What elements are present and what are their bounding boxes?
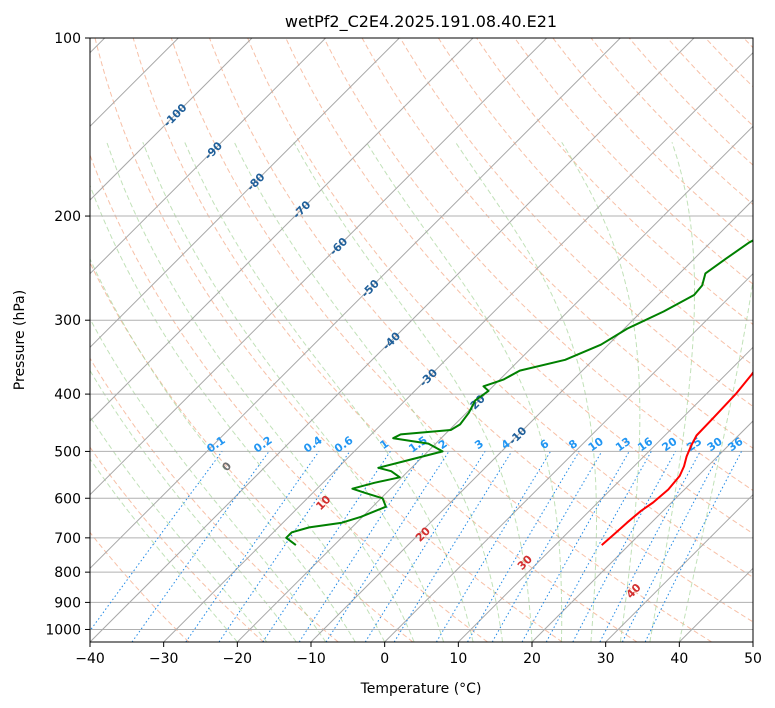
mixing-ratio-line <box>325 451 450 642</box>
dry-adiabat <box>399 38 753 408</box>
x-tick-label: −20 <box>223 651 253 667</box>
isotherm <box>90 38 400 349</box>
dry-adiabat <box>94 38 563 642</box>
plot-frame <box>89 37 754 643</box>
mixing-ratio-line <box>545 451 652 642</box>
isotherm <box>236 125 753 642</box>
mixing-ratio-line <box>185 451 320 642</box>
y-tick-label: 900 <box>54 595 81 611</box>
x-axis-ticks: −40 −30 −20 −10 0 10 20 30 40 50 <box>75 642 762 667</box>
dry-adiabat <box>590 38 753 206</box>
x-tick-label: −30 <box>149 651 179 667</box>
y-tick-label: 300 <box>54 313 81 329</box>
isotherm <box>90 38 621 570</box>
isotherm <box>531 420 753 642</box>
dry-adiabat <box>476 38 753 326</box>
dry-adiabat <box>552 38 753 245</box>
x-tick-label: 20 <box>523 651 541 667</box>
isotherm <box>605 493 753 642</box>
isotherm <box>90 38 474 422</box>
mixing-ratio-line <box>621 451 722 642</box>
dry-adiabat <box>437 38 753 366</box>
dry-adiabat <box>323 38 753 492</box>
isotherm <box>90 38 548 496</box>
y-tick-label: 800 <box>54 565 81 581</box>
y-tick-label: 1000 <box>45 622 81 638</box>
background-lines <box>90 38 753 642</box>
isotherm <box>90 38 327 275</box>
mixing-ratio-line <box>521 451 630 642</box>
y-tick-label: 600 <box>54 491 81 507</box>
x-tick-label: 30 <box>597 651 615 667</box>
isotherm <box>90 38 695 642</box>
y-tick-label: 500 <box>54 444 81 460</box>
dry-adiabat <box>170 38 712 642</box>
x-tick-label: −40 <box>75 651 105 667</box>
dewpoint-profile-line <box>285 239 753 546</box>
isotherm <box>384 272 753 642</box>
y-tick-label: 200 <box>54 209 81 225</box>
mixing-ratio-line <box>90 451 223 632</box>
y-tick-label: 700 <box>54 531 81 547</box>
mixing-ratio-line <box>393 451 513 642</box>
mixing-ratio-line <box>131 451 270 642</box>
mixing-ratio-line <box>572 451 676 642</box>
dry-adiabat <box>90 357 339 642</box>
dry-adiabat <box>247 38 753 578</box>
x-tick-label: 0 <box>380 651 389 667</box>
temperature-profile-line <box>601 370 753 546</box>
dry-adiabat <box>90 261 414 642</box>
mixing-ratio-line <box>218 451 351 642</box>
dry-adiabat <box>90 153 488 642</box>
profile-series <box>285 239 753 546</box>
y-axis-ticks: 100 200 300 400 500 600 700 800 900 1000 <box>45 31 90 638</box>
y-axis-label: Pressure (hPa) <box>12 290 28 390</box>
chart-title: wetPf2_C2E4.2025.191.08.40.E21 <box>285 12 557 32</box>
x-tick-label: 50 <box>744 651 762 667</box>
dry-adiabat <box>209 38 753 623</box>
dry-adiabat <box>90 531 190 642</box>
y-tick-label: 400 <box>54 387 81 403</box>
x-tick-label: 40 <box>670 651 688 667</box>
isotherm <box>163 51 753 642</box>
isotherm <box>310 199 753 642</box>
isotherm <box>90 38 253 201</box>
mixing-ratio-line <box>298 451 425 642</box>
isotherm <box>457 346 753 642</box>
x-tick-label: 10 <box>449 651 467 667</box>
y-tick-label: 100 <box>54 31 81 47</box>
mixing-ratio-line <box>644 451 742 642</box>
x-tick-label: −10 <box>296 651 326 667</box>
dry-adiabat <box>132 38 638 642</box>
dry-adiabat <box>285 38 753 535</box>
mixing-ratio-line <box>262 451 391 642</box>
x-axis-label: Temperature (°C) <box>360 681 482 697</box>
